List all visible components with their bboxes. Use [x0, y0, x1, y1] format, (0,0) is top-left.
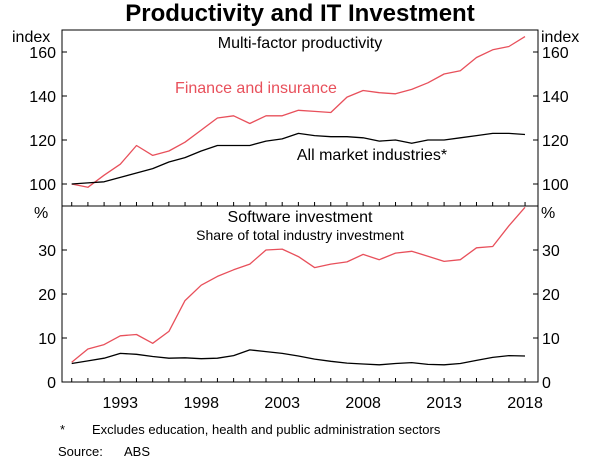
y-tick-label-left: 10: [38, 331, 56, 348]
y-tick-label-left: 0: [47, 375, 56, 392]
bottom-panel-title: Software investment: [228, 209, 374, 226]
y-tick-label-left: 140: [29, 89, 56, 106]
y-tick-label-right: 140: [542, 89, 569, 106]
x-tick-label: 1998: [183, 395, 219, 412]
chart-title: Productivity and IT Investment: [125, 0, 474, 27]
finance-line-panel-1: [71, 36, 526, 188]
bottom-panel-subtitle: Share of total industry investment: [196, 227, 404, 243]
footnote-marker: *: [60, 422, 65, 437]
x-tick-label: 2008: [345, 395, 381, 412]
y-tick-label-right: 20: [542, 287, 560, 304]
bottom-right-unit: %: [541, 205, 555, 222]
y-tick-label-left: 120: [29, 133, 56, 150]
y-tick-label-right: 100: [542, 177, 569, 194]
x-tick-label: 1993: [102, 395, 138, 412]
y-tick-label-right: 10: [542, 331, 560, 348]
x-tick-label: 2013: [426, 395, 462, 412]
y-tick-label-right: 160: [542, 45, 569, 62]
x-axis-labels: 1993 1998 2003 2008 2013 2018: [102, 395, 542, 412]
top-panel-title: Multi-factor productivity: [218, 35, 383, 52]
x-tick-label: 2003: [264, 395, 300, 412]
y-tick-label-left: 20: [38, 287, 56, 304]
top-panel-frame: [61, 29, 539, 207]
market-line-panel-1: [71, 132, 526, 185]
y-tick-label-right: 30: [542, 243, 560, 260]
market-line-panel-2: [71, 349, 526, 366]
axis-ticks: 100 100 120 120 140 140 160 160 0 0 10 10 20 20 30 30: [29, 45, 569, 392]
market-series-label: All market industries*: [297, 147, 447, 164]
source-value: ABS: [124, 444, 150, 459]
top-right-unit: index: [541, 29, 579, 46]
y-tick-label-left: 160: [29, 45, 56, 62]
series-lines: [71, 36, 526, 366]
y-tick-label-left: 30: [38, 243, 56, 260]
x-tick-label: 2018: [507, 395, 543, 412]
footnote-text: Excludes education, health and public ad…: [92, 422, 441, 437]
y-tick-label-right: 120: [542, 133, 569, 150]
y-tick-label-right: 0: [542, 375, 551, 392]
finance-series-label: Finance and insurance: [175, 80, 337, 97]
source-label: Source:: [58, 444, 103, 459]
bottom-left-unit: %: [34, 205, 48, 222]
top-left-unit: index: [12, 29, 50, 46]
finance-line-panel-2: [71, 206, 526, 363]
y-tick-label-left: 100: [29, 177, 56, 194]
